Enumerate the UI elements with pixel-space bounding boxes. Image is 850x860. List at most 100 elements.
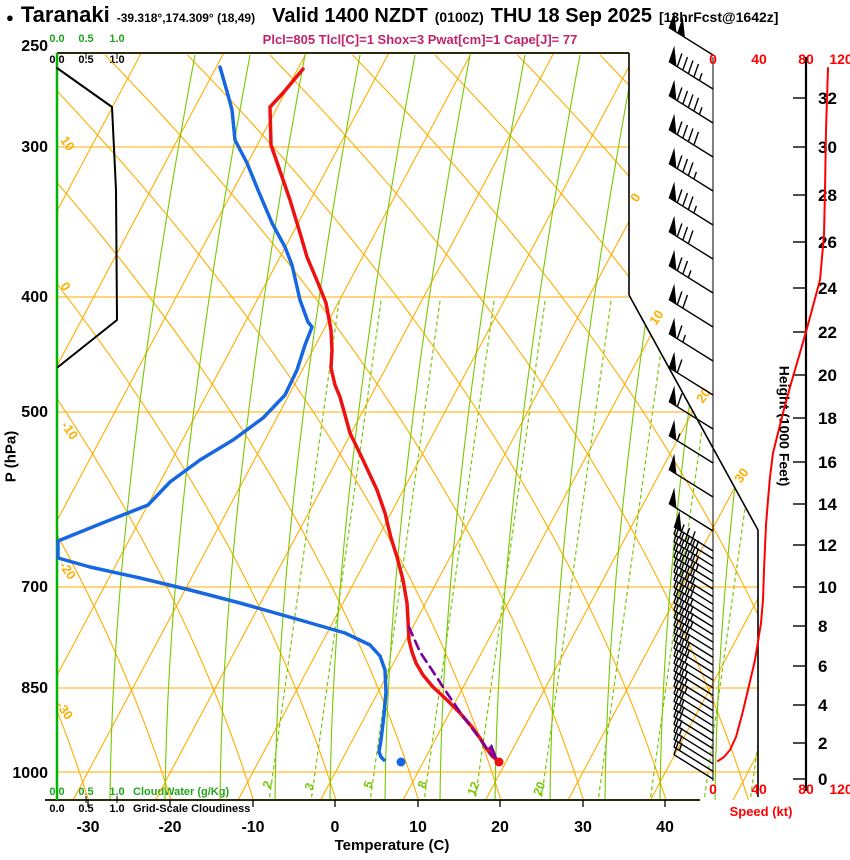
svg-text:24: 24 [818, 279, 837, 298]
mixing-ratio-value-labels: 2 3 5 8 12 20 [260, 778, 549, 797]
svg-text:4: 4 [818, 696, 828, 715]
wind-barb [668, 181, 714, 226]
svg-text:300: 300 [21, 139, 48, 156]
svg-text:16: 16 [818, 453, 837, 472]
pressure-axis: 250 300 400 500 700 850 1000 [12, 38, 48, 782]
svg-text:22: 22 [818, 323, 837, 342]
wind-barb [668, 113, 714, 158]
moist-adiabat-lines [109, 54, 758, 800]
dry-adiabat-lines [57, 54, 758, 800]
cloud-scale-value: 0.0 [49, 803, 65, 815]
station-coordinates: -39.318°,174.309° (18,49) [117, 11, 255, 25]
svg-text:8: 8 [818, 617, 827, 636]
wind-speed-curve [717, 67, 829, 762]
wind-barb [673, 710, 714, 750]
svg-text:12: 12 [464, 779, 482, 797]
svg-text:30: 30 [818, 138, 837, 157]
wind-barb [673, 619, 714, 658]
wind-barb [668, 351, 714, 396]
wind-barb [668, 487, 714, 532]
wind-barb [673, 718, 714, 757]
cloud-scale-value: 1.0 [109, 33, 125, 45]
svg-text:0: 0 [331, 819, 340, 836]
wind-barb [673, 528, 714, 567]
wind-barb [673, 665, 714, 704]
wind-barb [668, 79, 714, 124]
wind-barb [673, 535, 714, 575]
wind-barb [673, 566, 714, 605]
wind-barb [668, 453, 714, 498]
cloud-fraction-curve [56, 67, 118, 368]
wind-barb [673, 672, 714, 712]
svg-text:28: 28 [818, 186, 837, 205]
svg-text:14: 14 [818, 495, 837, 514]
svg-text:8: 8 [415, 778, 431, 790]
grid-point: (18,49) [217, 11, 256, 25]
svg-text:0: 0 [709, 51, 717, 67]
wind-barb [668, 147, 714, 192]
wind-barb [668, 45, 714, 90]
wind-barb [673, 634, 714, 674]
parcel-arrowhead [488, 744, 498, 760]
station-bullet-icon: ● [6, 10, 14, 25]
svg-text:30: 30 [731, 465, 752, 485]
svg-text:40: 40 [656, 819, 674, 836]
wind-barb [673, 687, 714, 727]
title-row: ● Taranaki -39.318°,174.309° (18,49) Val… [6, 2, 846, 28]
svg-text:26: 26 [818, 233, 837, 252]
svg-text:20: 20 [693, 385, 714, 405]
stability-indices-line: Plcl=805 Tlcl[C]=1 Shox=3 Pwat[cm]=1 Cap… [262, 32, 578, 47]
wind-barb [673, 680, 714, 719]
svg-text:30: 30 [574, 819, 592, 836]
dewpoint-curve [56, 65, 388, 762]
svg-text:0: 0 [709, 781, 717, 797]
temperature-curve [268, 67, 499, 762]
svg-text:850: 850 [21, 680, 48, 697]
wind-barb [673, 642, 714, 681]
wind-barb [673, 596, 714, 636]
wind-barb [673, 573, 714, 613]
wind-barb [668, 11, 714, 56]
cloud-scale-value: 1.0 [109, 803, 125, 815]
speed-axis-label: Speed (kt) [729, 804, 793, 819]
wind-barb [673, 558, 714, 598]
wind-barb [673, 627, 714, 666]
svg-text:2: 2 [818, 734, 827, 753]
utc-time: (0100Z) [434, 9, 484, 25]
wind-barb [668, 385, 714, 430]
wind-barb [673, 520, 714, 560]
wind-barb [673, 741, 714, 780]
wind-barbs [668, 11, 714, 781]
temperature-surface-dot [494, 757, 504, 767]
svg-text:2: 2 [260, 778, 276, 790]
cloud-scale-value: 1.0 [109, 786, 125, 798]
dewpoint-surface-dot [396, 757, 406, 767]
svg-text:5: 5 [361, 778, 377, 790]
svg-text:120: 120 [829, 51, 850, 67]
svg-text:500: 500 [21, 404, 48, 421]
background-line-families [57, 53, 758, 800]
wind-barb [668, 215, 714, 260]
svg-text:-20: -20 [158, 819, 181, 836]
wind-barb [673, 581, 714, 620]
svg-text:40: 40 [751, 781, 767, 797]
cloud-scale-value: 0.5 [78, 33, 94, 45]
svg-text:-10: -10 [58, 418, 81, 442]
isotherm-lines [57, 53, 758, 800]
valid-date: THU 18 Sep 2025 [490, 5, 652, 27]
svg-text:1000: 1000 [12, 765, 48, 782]
svg-text:6: 6 [818, 657, 827, 676]
cloudiness-caption: Grid-Scale Cloudiness [133, 803, 251, 815]
cloud-scale-value: 0.5 [78, 54, 94, 66]
station-name: Taranaki [20, 2, 110, 27]
wind-barb [673, 611, 714, 651]
svg-text:3: 3 [302, 780, 318, 792]
wind-barb [673, 657, 714, 696]
wind-barb [668, 249, 714, 294]
svg-text:20: 20 [530, 779, 548, 797]
wind-barb [668, 283, 714, 328]
